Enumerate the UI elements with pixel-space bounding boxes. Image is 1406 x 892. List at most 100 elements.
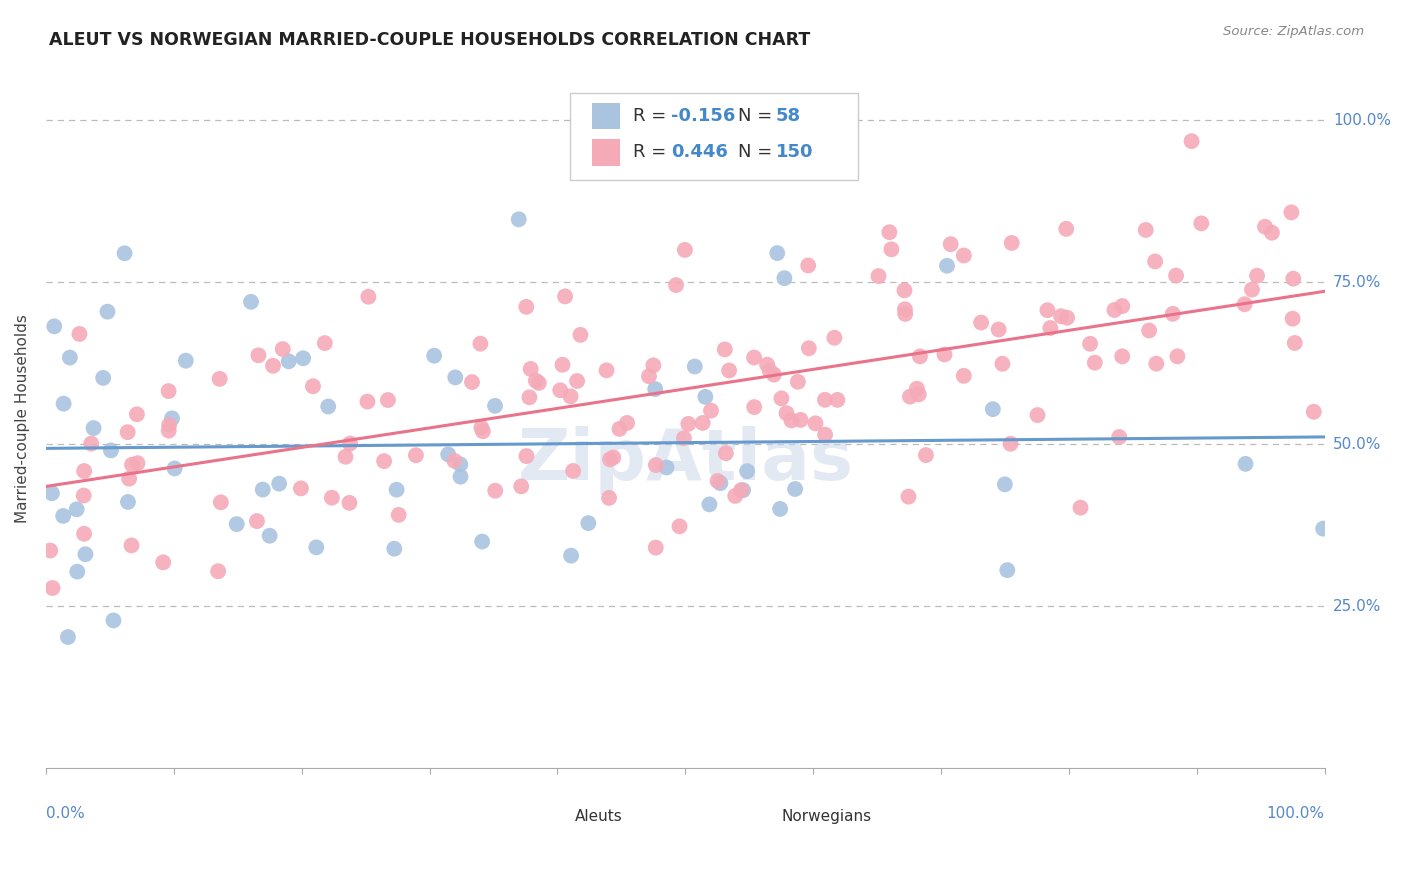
Point xyxy=(41,581,63,595)
Point xyxy=(602,450,624,465)
Point xyxy=(692,416,714,430)
Text: 25.0%: 25.0% xyxy=(1333,599,1381,614)
Point xyxy=(437,447,460,461)
Point xyxy=(69,326,91,341)
Point xyxy=(893,284,915,298)
Point xyxy=(1111,350,1133,364)
Point xyxy=(1001,235,1024,250)
Bar xyxy=(592,139,620,166)
Point xyxy=(616,416,638,430)
Point xyxy=(444,370,467,384)
Point xyxy=(894,307,917,321)
Text: Aleuts: Aleuts xyxy=(575,809,623,824)
Point xyxy=(786,375,808,389)
Text: 75.0%: 75.0% xyxy=(1333,275,1381,290)
Point xyxy=(259,529,281,543)
Point xyxy=(643,359,665,373)
Point xyxy=(678,417,700,431)
Point xyxy=(714,446,737,460)
Point xyxy=(797,341,820,355)
Point xyxy=(731,483,754,498)
Point xyxy=(908,349,931,363)
Point xyxy=(1254,219,1277,234)
Point xyxy=(995,563,1018,577)
Point xyxy=(125,407,148,421)
Point xyxy=(1036,303,1059,318)
Point xyxy=(382,541,405,556)
Point xyxy=(39,543,62,558)
Point xyxy=(73,526,96,541)
Point xyxy=(562,464,585,478)
Point xyxy=(735,464,758,478)
Point xyxy=(339,436,361,450)
Point xyxy=(713,343,735,357)
Text: Norwegians: Norwegians xyxy=(782,809,872,824)
Point xyxy=(770,392,793,406)
Point xyxy=(598,491,620,505)
Text: R =: R = xyxy=(633,107,672,125)
Point xyxy=(157,384,180,398)
Point xyxy=(758,364,780,378)
Point xyxy=(290,482,312,496)
Text: 0.446: 0.446 xyxy=(671,144,728,161)
Point xyxy=(339,496,361,510)
Point xyxy=(1039,321,1062,335)
Text: R =: R = xyxy=(633,144,672,161)
Point xyxy=(1282,271,1305,285)
Point xyxy=(769,502,792,516)
Point xyxy=(991,357,1014,371)
Point xyxy=(91,371,114,385)
Point xyxy=(373,454,395,468)
Point xyxy=(554,289,576,303)
Point xyxy=(762,368,785,382)
Point xyxy=(1144,254,1167,268)
Point xyxy=(73,464,96,478)
Point xyxy=(302,379,325,393)
Point xyxy=(953,368,976,383)
Bar xyxy=(592,103,620,129)
Point xyxy=(644,458,666,472)
Point xyxy=(1302,405,1324,419)
Point xyxy=(449,458,471,472)
Point xyxy=(981,402,1004,417)
Point xyxy=(934,347,956,361)
Point xyxy=(569,327,592,342)
Text: ZipAtlas: ZipAtlas xyxy=(517,425,853,495)
Point xyxy=(252,483,274,497)
Point xyxy=(897,490,920,504)
Point xyxy=(1281,311,1303,326)
Point xyxy=(519,362,541,376)
Point xyxy=(905,382,928,396)
Point xyxy=(1111,299,1133,313)
Point xyxy=(609,422,631,436)
Point xyxy=(700,403,723,417)
Text: 100.0%: 100.0% xyxy=(1333,112,1391,128)
Point xyxy=(1240,283,1263,297)
Point xyxy=(316,400,339,414)
Point xyxy=(880,243,903,257)
Point xyxy=(1161,307,1184,321)
Point xyxy=(560,389,582,403)
Point xyxy=(576,516,599,530)
Point xyxy=(1164,268,1187,283)
Point xyxy=(599,452,621,467)
Point xyxy=(56,630,79,644)
Point xyxy=(335,450,357,464)
Point xyxy=(152,555,174,569)
Point xyxy=(59,351,82,365)
Point xyxy=(756,358,779,372)
Point xyxy=(75,547,97,561)
Point xyxy=(41,486,63,500)
Point xyxy=(673,243,696,257)
Point xyxy=(515,449,537,463)
Point xyxy=(1054,222,1077,236)
Point xyxy=(699,497,721,511)
Point xyxy=(66,502,89,516)
Point xyxy=(742,400,765,414)
Point xyxy=(471,424,494,438)
Point xyxy=(665,278,688,293)
Point xyxy=(730,483,752,497)
Text: 100.0%: 100.0% xyxy=(1267,806,1324,822)
Point xyxy=(121,458,143,472)
Point xyxy=(785,482,807,496)
